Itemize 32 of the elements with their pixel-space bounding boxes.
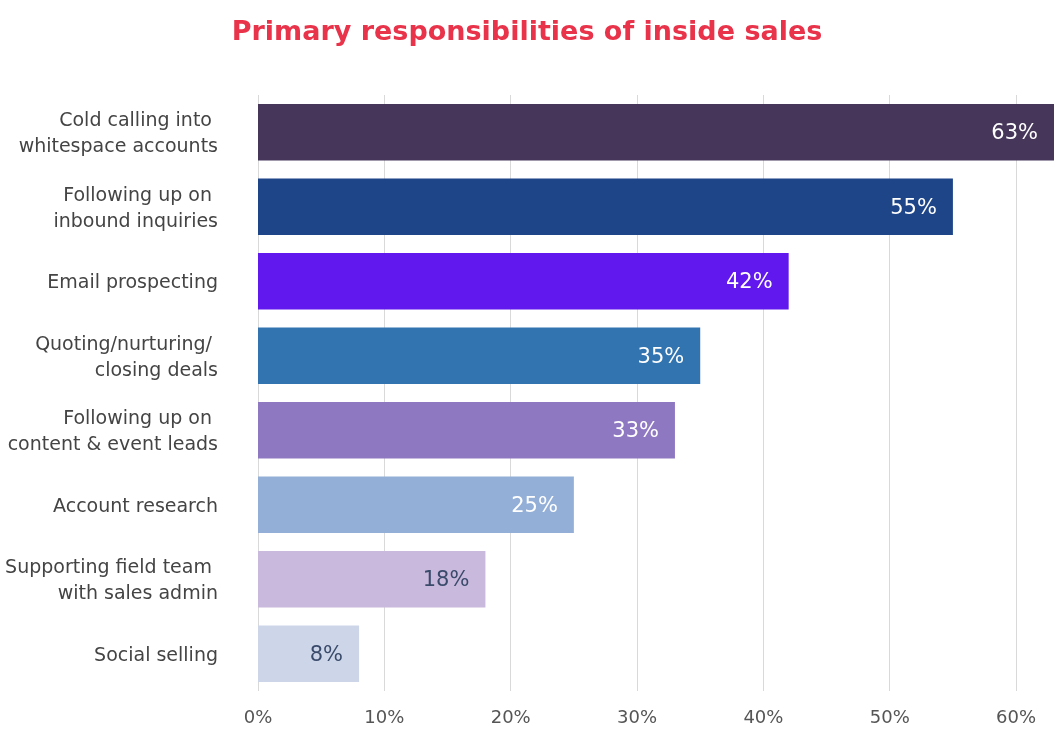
x-tick-label: 40% xyxy=(743,705,784,727)
y-tick-label: Following up on content & event leads xyxy=(7,406,218,455)
x-tick-label: 30% xyxy=(617,705,658,727)
data-label: 42% xyxy=(725,269,773,294)
y-tick-label: Email prospecting xyxy=(47,270,218,293)
data-label: 8% xyxy=(309,641,344,666)
data-label: 63% xyxy=(991,120,1038,145)
y-tick-label: Quoting/nurturing/ closing deals xyxy=(35,331,218,380)
x-tick-label: 20% xyxy=(490,705,531,727)
bar xyxy=(258,103,1054,161)
y-tick-label: Social selling xyxy=(94,642,218,665)
data-label: 55% xyxy=(890,194,937,219)
x-tick-label: 50% xyxy=(869,705,910,727)
bar xyxy=(258,625,360,683)
data-label: 25% xyxy=(511,492,558,517)
bar xyxy=(258,327,701,385)
bar xyxy=(258,401,675,459)
bar xyxy=(258,476,574,534)
chart-title: Primary responsibilities of inside sales xyxy=(231,15,823,46)
y-tick-label: Account research xyxy=(53,493,218,516)
data-label: 33% xyxy=(612,418,659,443)
bar xyxy=(258,550,486,608)
x-tick-label: 60% xyxy=(996,705,1037,727)
bar xyxy=(258,252,789,310)
bar xyxy=(258,178,953,236)
x-tick-label: 10% xyxy=(364,705,405,727)
y-tick-label: Supporting field team with sales admin xyxy=(5,555,218,604)
y-tick-label: Cold calling into whitespace accounts xyxy=(18,108,218,157)
y-tick-label: Following up on inbound inquiries xyxy=(53,182,218,231)
x-tick-label: 0% xyxy=(243,705,273,727)
data-label: 35% xyxy=(637,343,685,368)
data-label: 18% xyxy=(422,567,470,592)
